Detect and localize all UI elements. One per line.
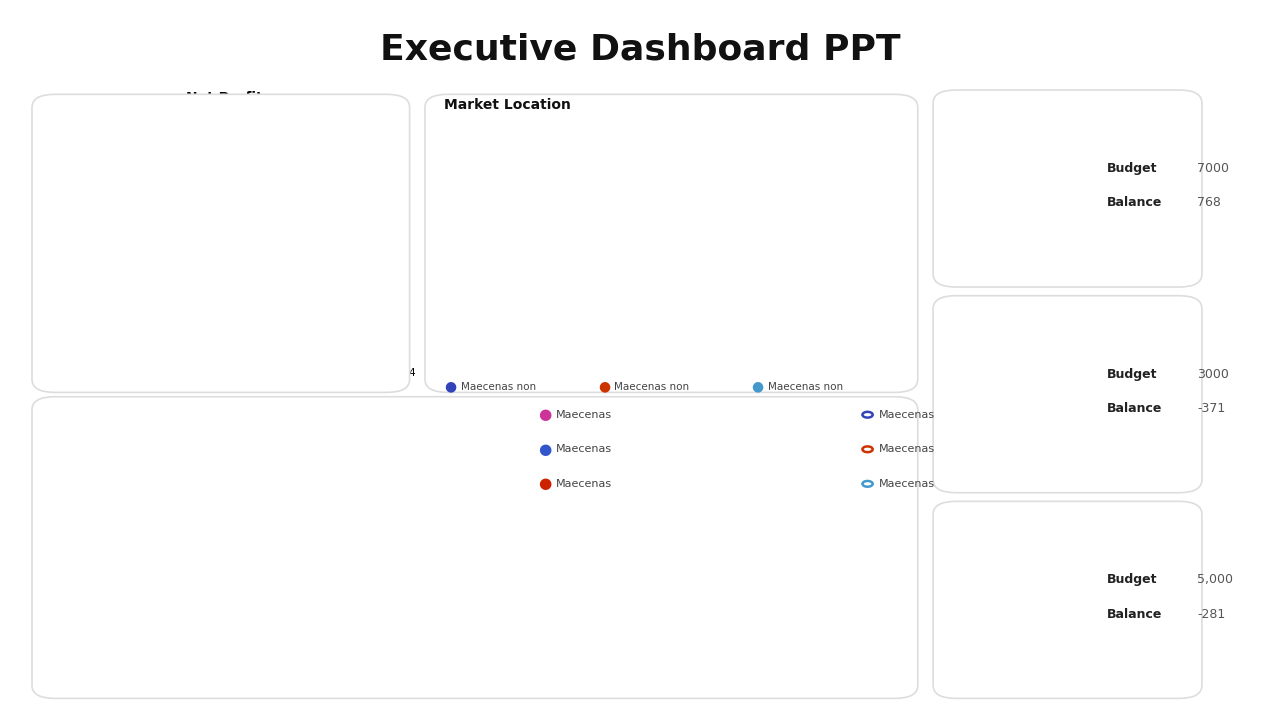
Line: Series 3: Series 3 (58, 148, 390, 282)
Wedge shape (419, 454, 498, 540)
Text: 5,000: 5,000 (1197, 573, 1233, 586)
Text: Maecenas non: Maecenas non (461, 382, 536, 392)
Text: Maecenas: Maecenas (51, 580, 118, 593)
FancyBboxPatch shape (49, 497, 279, 536)
Text: ●: ● (538, 408, 550, 422)
Text: 768: 768 (1197, 197, 1221, 210)
Text: Maecenas: Maecenas (556, 410, 612, 420)
Wedge shape (961, 127, 1020, 178)
Line: Series 2: Series 2 (58, 174, 390, 291)
Text: Maecenas: Maecenas (556, 444, 612, 454)
Series 2 (379, 240, 394, 249)
FancyBboxPatch shape (49, 497, 166, 536)
Series 1 (379, 168, 394, 177)
Text: Maecenas: Maecenas (51, 477, 118, 490)
Legend: Series 1, Series 2, Series 3: Series 1, Series 2, Series 3 (105, 437, 343, 455)
Text: 80%: 80% (1005, 182, 1036, 195)
Text: Maecenas: Maecenas (879, 479, 936, 489)
Text: Maecenas: Maecenas (879, 410, 936, 420)
Text: Balance: Balance (1107, 608, 1162, 621)
Text: ●: ● (444, 379, 456, 394)
Wedge shape (961, 539, 1020, 589)
Wedge shape (961, 333, 1082, 456)
Text: Budget: Budget (1107, 367, 1158, 381)
Text: Maecenas: Maecenas (879, 444, 936, 454)
Wedge shape (659, 454, 742, 525)
Wedge shape (691, 556, 824, 627)
Series 1 (270, 211, 285, 220)
FancyBboxPatch shape (49, 600, 77, 640)
Wedge shape (655, 513, 713, 611)
Text: Maecenas: Maecenas (556, 479, 612, 489)
Series 2 (54, 257, 69, 266)
Text: Market Location: Market Location (444, 98, 571, 112)
Text: 3000: 3000 (1197, 367, 1229, 381)
Series 1 (163, 253, 178, 262)
Wedge shape (332, 454, 470, 627)
Text: ●: ● (751, 379, 763, 394)
Series 3 (270, 232, 285, 240)
Series 3 (163, 274, 178, 283)
Text: % Of Income Budget: % Of Income Budget (56, 429, 192, 442)
Text: Balance: Balance (1107, 197, 1162, 210)
Series 3 (379, 147, 394, 156)
Point (737, 204, 758, 215)
Text: 70%: 70% (1005, 387, 1036, 401)
Text: Maecenas non: Maecenas non (614, 382, 690, 392)
Text: 50%: 50% (291, 510, 320, 523)
Line: Series 1: Series 1 (58, 169, 390, 261)
Wedge shape (419, 503, 506, 611)
Series 2 (163, 172, 178, 181)
Series 3 (54, 274, 69, 283)
Point (582, 266, 603, 278)
Text: -281: -281 (1197, 608, 1225, 621)
Point (782, 153, 804, 165)
FancyBboxPatch shape (49, 600, 279, 640)
Wedge shape (959, 127, 1082, 250)
Text: Balance: Balance (1107, 402, 1162, 415)
Title: Net Profit: Net Profit (186, 91, 262, 105)
Text: Maecenas non: Maecenas non (768, 382, 844, 392)
Wedge shape (959, 333, 1020, 413)
Point (575, 182, 595, 194)
Wedge shape (959, 539, 1082, 662)
Series 2 (270, 283, 285, 292)
Text: ●: ● (538, 442, 550, 456)
Text: Executive Dashboard PPT: Executive Dashboard PPT (380, 32, 900, 66)
Text: 10%: 10% (291, 614, 320, 627)
Text: 7000: 7000 (1197, 162, 1229, 175)
Text: ●: ● (598, 379, 609, 394)
Point (698, 238, 718, 249)
Text: -371: -371 (1197, 402, 1225, 415)
Wedge shape (742, 454, 829, 567)
Text: 80%: 80% (1005, 593, 1036, 606)
Text: Budget: Budget (1107, 573, 1158, 586)
Point (859, 302, 879, 313)
Text: Budget: Budget (1107, 162, 1158, 175)
Series 1 (54, 176, 69, 185)
Text: ●: ● (538, 477, 550, 491)
